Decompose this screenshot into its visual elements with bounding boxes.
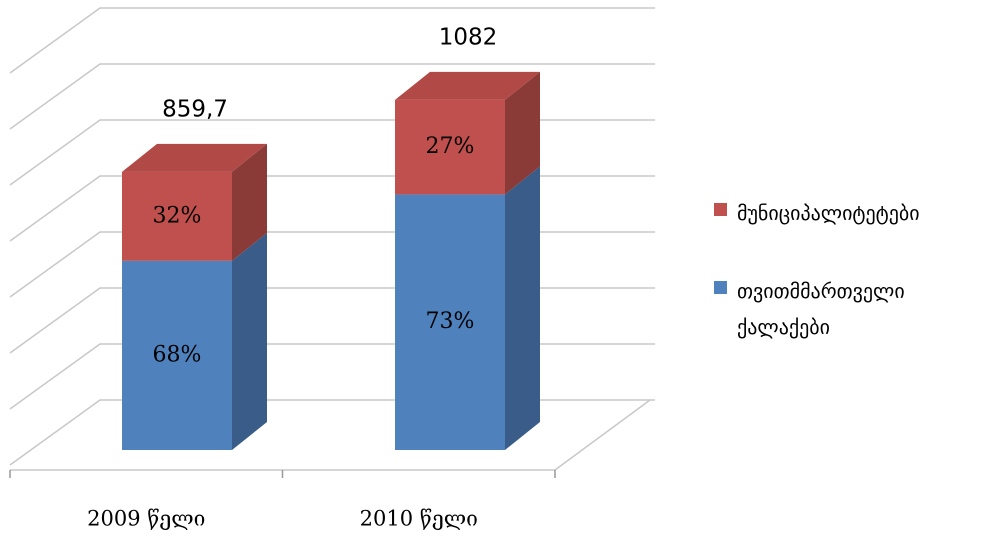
bar-top [122,143,267,172]
bar-top [395,71,540,100]
bar-side [505,71,540,195]
floor [10,399,651,471]
data-label: 32% [153,203,202,228]
legend-label: მუნიციპალიტეტები [737,201,920,225]
bar-side [232,232,267,450]
grid-line [9,7,655,74]
bar-side [232,143,267,261]
data-label: 73% [426,309,475,334]
legend: მუნიციპალიტეტები თვითმმართველი ქალაქები [710,195,990,387]
legend-item: თვითმმართველი ქალაქები [710,273,990,345]
bar-segment [395,71,540,195]
bar-segment [122,143,267,261]
grid-line [9,63,655,130]
total-label: 1082 [439,24,498,50]
x-tick-label: 2010 წელი [360,507,478,531]
x-tick-label: 2009 წელი [87,507,205,531]
data-label: 68% [153,342,202,367]
bar-front [122,171,232,261]
bar-front [395,194,505,450]
bar-segment [395,166,540,450]
legend-item: მუნიციპალიტეტები [710,195,990,231]
total-label: 859,7 [162,96,228,122]
bar-segment [122,232,267,450]
legend-swatch [714,203,727,216]
legend-label: თვითმმართველი ქალაქები [737,279,905,339]
bar-front [395,99,505,195]
data-label: 27% [426,134,475,159]
bar-side [505,166,540,450]
bar-front [122,260,232,450]
grid-line [9,399,655,466]
legend-swatch [714,281,727,294]
